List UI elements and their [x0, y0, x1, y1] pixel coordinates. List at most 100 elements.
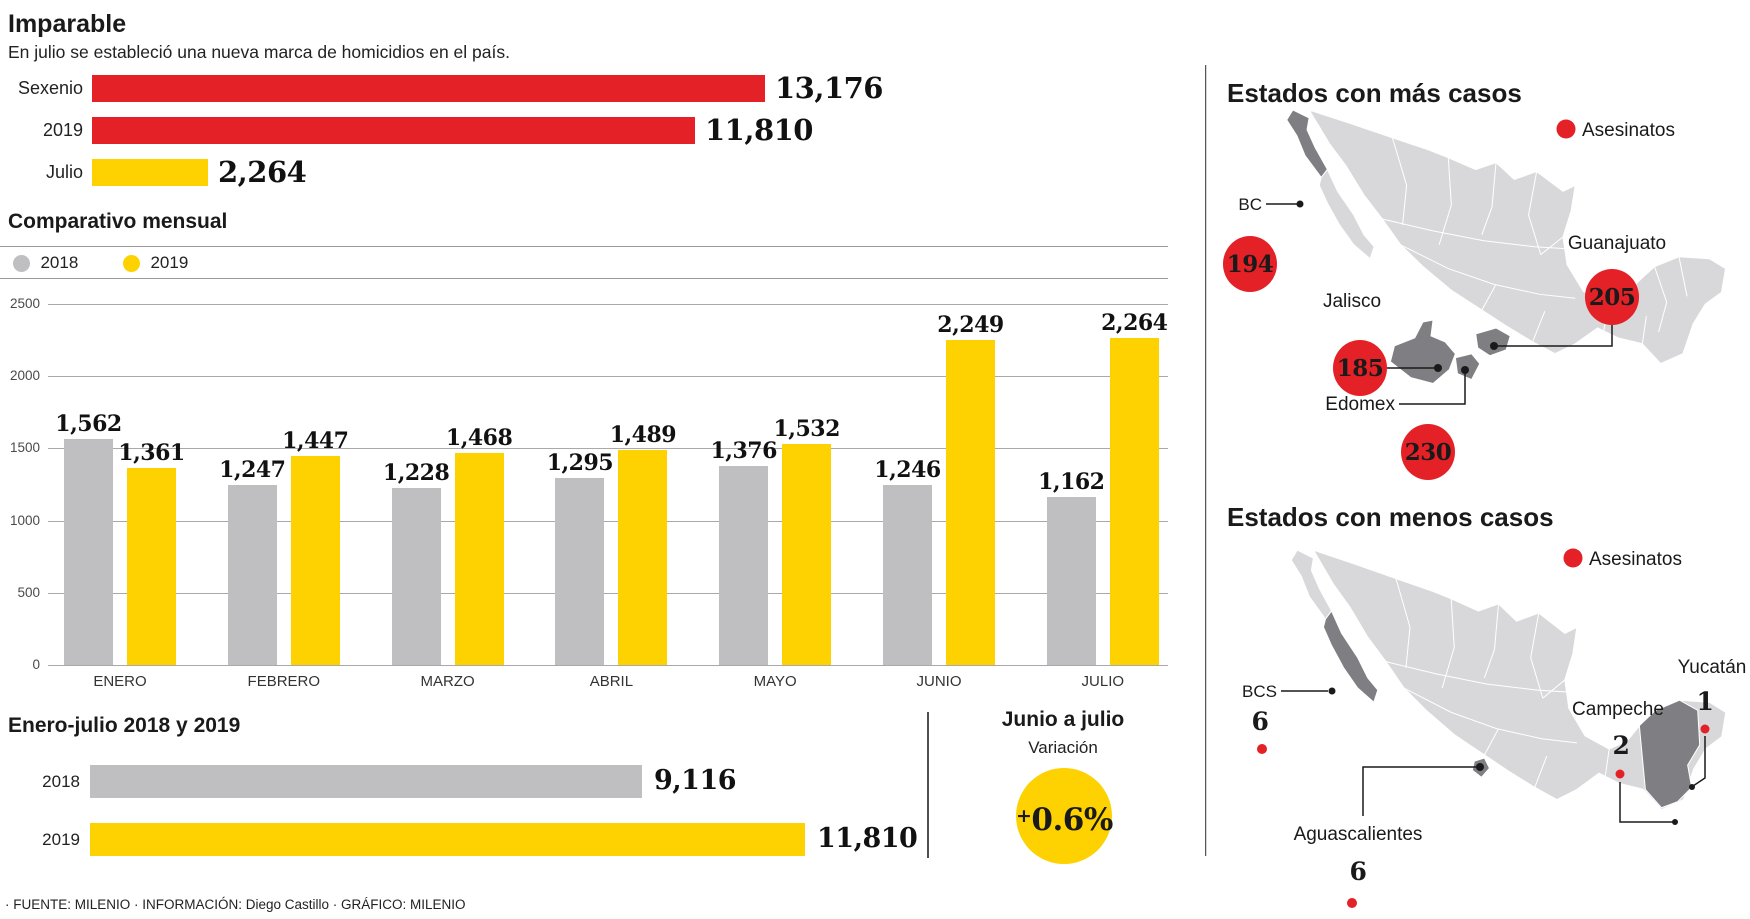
yucatan-map-dot [1689, 784, 1695, 790]
ytd-value: 9,116 [654, 765, 737, 796]
bar-2019-marzo [454, 453, 504, 665]
campeche-map-dot [1672, 819, 1678, 825]
state-edomex-highlight [1454, 353, 1481, 381]
variation-title: Junio a julio [1001, 708, 1125, 731]
map-least-state-campeche-value: 2 [1613, 731, 1630, 760]
ytd-bar-2019 [90, 823, 805, 856]
map-least-state-bcs-label: BCS [1242, 682, 1277, 701]
bcs-map-dot [1328, 687, 1336, 695]
x-axis-label-marzo: MARZO [420, 673, 475, 690]
state-bcs-highlight [1322, 609, 1379, 704]
x-axis-label-junio: JUNIO [916, 673, 962, 690]
state-borders [1382, 137, 1688, 344]
bar-2018-marzo [391, 487, 441, 665]
map-least-legend-dot-icon [1563, 548, 1583, 568]
map-most-state-jalisco-label: Jalisco [1323, 291, 1381, 312]
bar-2018-febrero [227, 484, 277, 665]
bar-2018-mayo [719, 466, 769, 665]
map-least-title: Estados con menos casos [1227, 502, 1554, 532]
total-value: 2,264 [218, 155, 307, 189]
y-tick-label: 2000 [9, 368, 40, 384]
map-most-state-bc-value: 194 [1227, 251, 1274, 278]
yucatan-asesinatos-dot [1700, 724, 1710, 734]
y-tick-label: 2500 [9, 296, 40, 311]
guanajuato-value-circle [1585, 269, 1639, 325]
mexico-mainland [1312, 549, 1727, 811]
bar-value-label: 1,489 [609, 421, 677, 448]
bar-2019-julio [1109, 338, 1159, 665]
bc-value-circle [1223, 236, 1277, 292]
legend-rule-bottom [0, 278, 1168, 279]
state-bcs [1318, 168, 1375, 260]
y-tick-label: 0 [32, 657, 40, 672]
aguascalientes-asesinatos-dot [1347, 898, 1357, 908]
yucatan-leader-line [1692, 736, 1706, 787]
bar-value-label: 1,562 [55, 411, 122, 438]
aguascalientes-map-dot [1476, 763, 1484, 771]
map-most-legend-dot-icon [1556, 119, 1576, 139]
bar-2018-junio [883, 485, 932, 665]
total-row-label: Sexenio [17, 78, 83, 98]
map-least-state-bcs-value: 6 [1252, 707, 1269, 736]
total-bar-2019 [92, 117, 695, 144]
monthly-grouped-bar-chart: 2500 2000 1500 1000 500 0 1,562 1,361 ENERO 1,247… [0, 280, 1200, 700]
bar-value-label: 1,228 [382, 459, 450, 486]
bar-2018-enero [64, 439, 113, 665]
edomex-leader-line [1399, 372, 1466, 405]
legend-2018: 2018 [13, 253, 78, 273]
ytd-chart-title: Enero-julio 2018 y 2019 [8, 714, 241, 737]
map-most-state-bc-label: BC [1238, 195, 1262, 214]
monthly-chart-title: Comparativo mensual [8, 210, 228, 233]
bar-value-label: 1,468 [445, 425, 513, 452]
bar-value-label: 1,361 [118, 440, 185, 467]
aguascalientes-leader-line [1362, 766, 1480, 816]
guanajuato-leader-line [1494, 325, 1613, 347]
bar-value-label: 1,532 [773, 415, 840, 442]
bar-2019-junio [946, 340, 995, 665]
bar-2018-julio [1046, 497, 1096, 665]
x-axis-label-febrero: FEBRERO [247, 673, 321, 690]
y-tick-label: 1500 [9, 440, 40, 456]
map-least-state-campeche-label: Campeche [1572, 699, 1664, 720]
y-gridline [48, 592, 1168, 594]
state-borders [1385, 578, 1669, 788]
ytd-bar-2018 [90, 765, 642, 798]
legend-2019-swatch [123, 254, 140, 272]
bcs-asesinatos-dot [1257, 744, 1267, 754]
y-gridline [48, 304, 1168, 305]
map-least-state-aguascalientes-label: Aguascalientes [1294, 824, 1423, 845]
x-axis-label-enero: ENERO [93, 673, 147, 690]
total-value: 11,810 [705, 113, 814, 147]
guanajuato-map-dot [1490, 342, 1498, 350]
jalisco-value-circle [1333, 340, 1387, 396]
map-most-state-edomex-label: Edomex [1325, 394, 1395, 415]
totals-bar-chart: Sexenio 13,176 2019 11,810 Julio 2,264 [0, 0, 1170, 200]
jalisco-map-dot [1434, 364, 1442, 372]
bar-2019-enero [127, 468, 176, 665]
map-least-state-yucatan-value: 1 [1697, 687, 1714, 716]
map-most-title: Estados con más casos [1227, 78, 1522, 108]
total-row-label: Julio [45, 162, 83, 182]
bar-value-label: 1,295 [546, 450, 614, 476]
variation-sign: + [1016, 805, 1032, 827]
y-gridline [48, 376, 1168, 378]
map-most-legend-label: Asesinatos [1582, 120, 1675, 141]
variation-circle: +0.6% [1016, 768, 1113, 864]
x-axis-label-abril: ABRIL [589, 673, 634, 690]
ytd-row-label: 2018 [42, 772, 80, 791]
bar-value-label: 1,447 [282, 428, 349, 455]
bar-value-label: 1,162 [1038, 469, 1105, 496]
page-title: Imparable [8, 10, 127, 38]
y-tick-label: 1000 [9, 512, 40, 528]
state-jalisco-highlight [1389, 319, 1456, 385]
legend-2018-label: 2018 [40, 253, 79, 272]
y-gridline [48, 448, 1168, 450]
map-most-state-guanajuato-label: Guanajuato [1568, 233, 1666, 254]
legend-rule-top [0, 246, 1168, 247]
bar-value-label: 2,249 [937, 312, 1004, 339]
map-least-mexico [1290, 549, 1727, 811]
bar-2019-abril [618, 449, 668, 665]
variation-value: 0.6% [1031, 802, 1113, 838]
map-least-state-yucatan-label: Yucatán [1678, 657, 1747, 678]
map-most-state-guanajuato-value: 205 [1589, 284, 1636, 311]
